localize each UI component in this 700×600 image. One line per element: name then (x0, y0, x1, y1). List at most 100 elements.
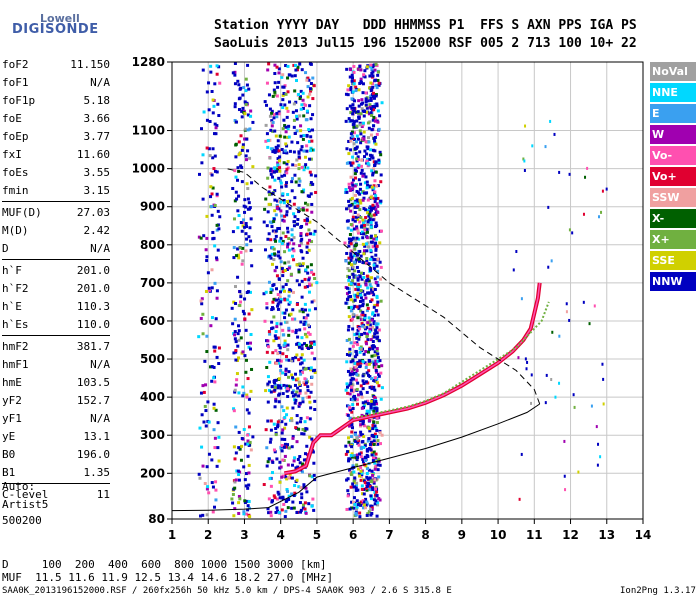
echo-dot (243, 499, 247, 503)
echo-dot (372, 435, 376, 439)
echo-dot (368, 487, 372, 491)
echo-dot (365, 513, 369, 517)
echo-dot (290, 417, 294, 421)
echo-dot (213, 446, 217, 450)
echo-dot (370, 402, 374, 406)
echo-dot (303, 420, 307, 424)
echo-dot (273, 72, 277, 76)
echo-dot (244, 328, 248, 332)
echo-dot (376, 468, 380, 472)
echo-dot (285, 358, 289, 362)
echo-dot (352, 371, 356, 375)
echo-dot (291, 329, 295, 333)
echo-dot (373, 163, 377, 167)
echo-dot (242, 427, 246, 431)
echo-dot (361, 499, 365, 503)
echo-dot (356, 328, 360, 332)
echo-dot (356, 441, 360, 445)
echo-dot (279, 386, 283, 390)
echo-dot (274, 399, 278, 403)
echo-dot (217, 227, 221, 231)
echo-dot (378, 150, 382, 154)
echo-dot (286, 245, 290, 249)
echo-dot (359, 478, 363, 482)
echo-dot (372, 196, 376, 200)
echo-dot (362, 445, 366, 449)
echo-dot (365, 303, 369, 307)
echo-dot (290, 74, 294, 78)
echo-dot (371, 418, 375, 422)
echo-dot (247, 471, 251, 475)
echo-dot (233, 507, 237, 511)
echo-dot (371, 70, 375, 74)
echo-dot (371, 82, 375, 86)
echo-dot (377, 83, 381, 87)
echo-dot (239, 164, 243, 168)
param-name: h`F2 (2, 282, 29, 295)
echo-dot (280, 148, 284, 152)
echo-dot (301, 400, 305, 404)
echo-dot (309, 149, 313, 153)
echo-dot (269, 169, 273, 173)
echo-dot (370, 298, 374, 302)
echo-dot (362, 275, 366, 279)
echo-dot (372, 378, 376, 382)
echo-dot (365, 488, 369, 492)
echo-dot (371, 473, 375, 477)
echo-dot (360, 333, 364, 337)
echo-dot (213, 154, 217, 158)
echo-dot (345, 404, 349, 408)
echo-dot (247, 500, 251, 504)
echo-dot (553, 132, 556, 136)
echo-dot (359, 318, 363, 322)
echo-dot (361, 198, 365, 202)
echo-dot (379, 277, 383, 281)
echo-dot (366, 467, 370, 471)
echo-dot (358, 419, 362, 423)
echo-dot (350, 369, 354, 373)
echo-dot (345, 147, 349, 151)
echo-dot (354, 365, 358, 369)
echo-dot (275, 274, 279, 278)
echo-dot (372, 409, 376, 413)
echo-dot (563, 439, 566, 443)
echo-dot (355, 398, 359, 402)
echo-dot (372, 362, 376, 366)
echo-dot (351, 317, 355, 321)
echo-dot (287, 237, 291, 241)
echo-dot (372, 237, 376, 241)
echo-dot (246, 128, 250, 132)
echo-dot (245, 237, 249, 241)
echo-dot (283, 103, 287, 107)
echo-dot (231, 71, 235, 75)
echo-dot (292, 150, 296, 154)
echo-dot (305, 218, 309, 222)
echo-dot (214, 480, 218, 484)
echo-dot (266, 237, 270, 241)
echo-dot (357, 215, 361, 219)
echo-dot (364, 459, 368, 463)
plot-frame (171, 61, 644, 520)
echo-dot (307, 346, 311, 350)
echo-dot (267, 190, 271, 194)
echo-dot (346, 274, 350, 278)
echo-dot (369, 107, 373, 111)
echo-dot (348, 161, 352, 165)
echo-dot (264, 290, 268, 294)
echo-dot (233, 390, 237, 394)
echo-dot (238, 289, 242, 293)
echo-dot (213, 505, 217, 509)
echo-dot (277, 226, 281, 230)
echo-dot (246, 149, 250, 153)
echo-dot (350, 79, 354, 83)
echo-dot (290, 233, 294, 237)
echo-dot (278, 496, 282, 500)
echo-dot (363, 361, 367, 365)
param-value: 1.35 (83, 466, 111, 479)
echo-dot (374, 253, 378, 257)
echo-dot (547, 265, 550, 269)
echo-dot (347, 139, 351, 143)
echo-dot (272, 494, 276, 498)
echo-dot (368, 442, 372, 446)
echo-dot (302, 149, 306, 153)
